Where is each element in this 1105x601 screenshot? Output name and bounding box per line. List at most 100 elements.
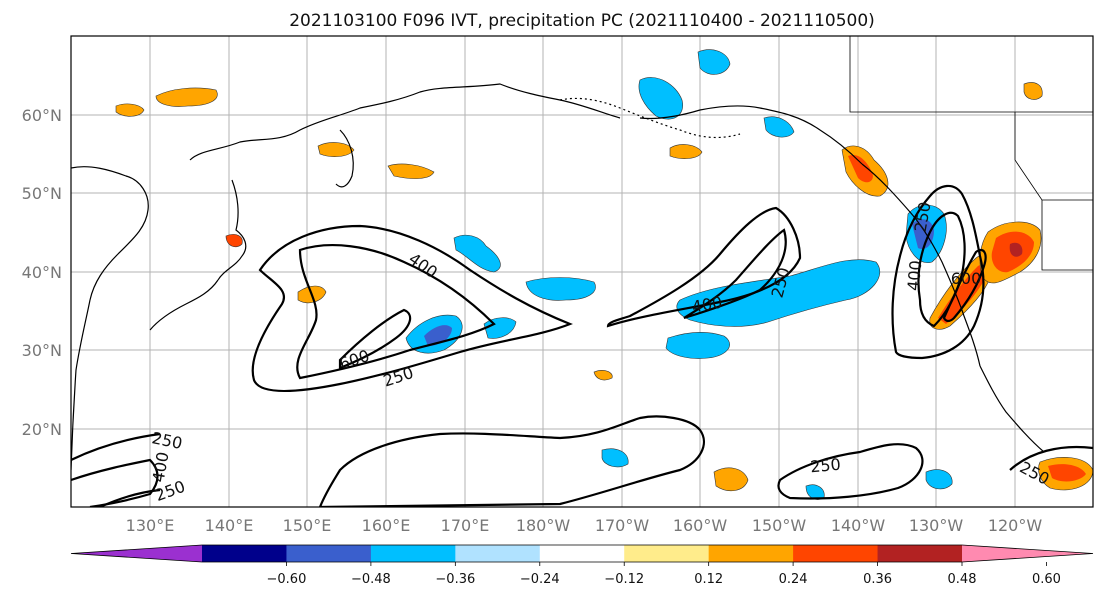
contour-250-south-east xyxy=(777,443,924,500)
contour-250-southwest-a xyxy=(71,432,161,461)
contour-400-southwest xyxy=(71,458,159,507)
lon-label-150e: 150°E xyxy=(283,516,332,535)
border-us-states xyxy=(1041,200,1093,271)
lat-label-30n: 30°N xyxy=(22,341,62,360)
shade-positive-aleutian xyxy=(669,144,703,159)
contour-250-west xyxy=(251,224,573,393)
figure-title: 2021103100 F096 IVT, precipitation PC (2… xyxy=(289,11,875,31)
lat-label-50n: 50°N xyxy=(22,184,62,203)
shade-negative-alaska xyxy=(697,49,731,75)
shade-positive-siberia xyxy=(155,87,218,107)
coast-east-asia xyxy=(71,166,149,301)
colorbar-segment xyxy=(708,545,794,562)
coastlines xyxy=(71,83,1045,471)
lon-label-130w: 130°W xyxy=(909,516,964,535)
contour-label-600-coast: 600 xyxy=(951,269,982,288)
contour-250-southeast xyxy=(1009,445,1093,471)
border-canada-alaska xyxy=(849,36,1093,113)
lon-label-120w: 120°W xyxy=(988,516,1043,535)
shade-strong-gulf-alaska xyxy=(848,154,873,183)
lon-label-130e: 130°E xyxy=(126,516,175,535)
colorbar: −0.60 −0.48 −0.36 −0.24 −0.12 0.12 0.24 0.36 0.4… xyxy=(70,544,1094,587)
lon-label-160w: 160°W xyxy=(673,516,728,535)
shade-strong-negative-coast xyxy=(912,219,934,250)
colorbar-extend-low xyxy=(71,545,202,562)
shade-very-strong-inland xyxy=(1009,242,1023,257)
contour-250-coast xyxy=(891,184,985,360)
coast-alaska xyxy=(639,105,863,165)
coast-siberia xyxy=(189,83,621,161)
lon-label-140e: 140°E xyxy=(205,516,254,535)
colorbar-tick-label: −0.24 xyxy=(520,572,560,587)
contour-600-coast xyxy=(942,248,987,323)
colorbar-extend-high xyxy=(962,545,1093,562)
map-panel: 400 600 250 400 250 250 400 600 250 250 … xyxy=(70,35,1094,508)
shade-negative-dateline xyxy=(525,277,596,301)
contour-400-west xyxy=(296,244,496,380)
colorbar-tick-label: −0.12 xyxy=(604,572,644,587)
contour-600-west xyxy=(338,308,412,370)
colorbar-tick-label: 0.24 xyxy=(779,572,808,587)
lon-label-180w: 180°W xyxy=(516,516,571,535)
colorbar-tick-label: −0.36 xyxy=(435,572,475,587)
coast-china xyxy=(71,299,91,471)
colorbar-segment xyxy=(202,545,287,562)
lat-label-40n: 40°N xyxy=(22,263,62,282)
shade-positive-hawaii xyxy=(593,370,613,381)
contour-400-central xyxy=(683,228,787,320)
colorbar-tick-label: 0.48 xyxy=(948,572,977,587)
contour-label-400-coast: 400 xyxy=(904,259,926,291)
shade-negative-170e xyxy=(453,234,501,273)
latitude-labels: 60°N 50°N 40°N 30°N 20°N xyxy=(22,106,62,439)
colorbar-segment xyxy=(877,545,963,562)
ivt-contours xyxy=(71,184,1093,507)
lon-label-140w: 140°W xyxy=(831,516,886,535)
colorbar-tick-label: 0.12 xyxy=(694,572,723,587)
shade-positive-kamchatka xyxy=(317,142,355,157)
borders xyxy=(849,36,1093,271)
shade-strong-coast xyxy=(938,265,985,324)
contour-250-southwest-b xyxy=(99,488,161,507)
colorbar-segment xyxy=(455,545,541,562)
lat-label-20n: 20°N xyxy=(22,420,62,439)
colorbar-segment xyxy=(793,545,879,562)
border-canada-us xyxy=(1014,112,1093,201)
contour-label-250-south-central: 250 xyxy=(809,455,841,477)
colorbar-outline xyxy=(70,544,1094,563)
shade-strong-negative-west xyxy=(424,325,452,346)
shade-positive-siberia-west xyxy=(115,103,145,117)
shade-negative-southeast xyxy=(925,469,953,490)
lon-label-160e: 160°E xyxy=(362,516,411,535)
lat-label-60n: 60°N xyxy=(22,106,62,125)
colorbar-tick-label: −0.48 xyxy=(351,572,391,587)
coast-aleutian xyxy=(559,97,741,139)
lon-label-170w: 170°W xyxy=(595,516,650,535)
contour-400-coast xyxy=(917,211,966,328)
coast-japan-south xyxy=(149,279,219,331)
shade-strong-southeast xyxy=(1048,464,1086,482)
colorbar-segment xyxy=(286,545,372,562)
colorbar-tick-label: 0.36 xyxy=(863,572,892,587)
shade-negative-south xyxy=(601,448,629,468)
contour-250-south-central xyxy=(318,415,706,507)
colorbar-tick-label: 0.60 xyxy=(1032,572,1061,587)
coast-japan-north xyxy=(217,179,247,281)
precipitation-anomaly-shading xyxy=(115,49,1093,500)
shade-negative-south-central xyxy=(665,332,730,359)
lon-label-170e: 170°E xyxy=(441,516,490,535)
coast-mexico xyxy=(979,365,1045,453)
colorbar-segment xyxy=(624,545,710,562)
shade-positive-japan xyxy=(225,234,243,248)
map-frame xyxy=(70,35,1094,508)
coast-west-na xyxy=(861,163,981,367)
shade-negative-bering xyxy=(638,77,683,120)
shade-positive-subtropic xyxy=(713,467,749,492)
shade-positive-canada xyxy=(1023,82,1043,100)
contour-250-central xyxy=(606,206,802,328)
colorbar-segment xyxy=(539,545,625,562)
shade-negative-gulf xyxy=(763,116,795,138)
coast-kamchatka xyxy=(335,129,354,188)
shade-positive-north-pacific xyxy=(387,163,435,179)
colorbar-segment xyxy=(370,545,456,562)
